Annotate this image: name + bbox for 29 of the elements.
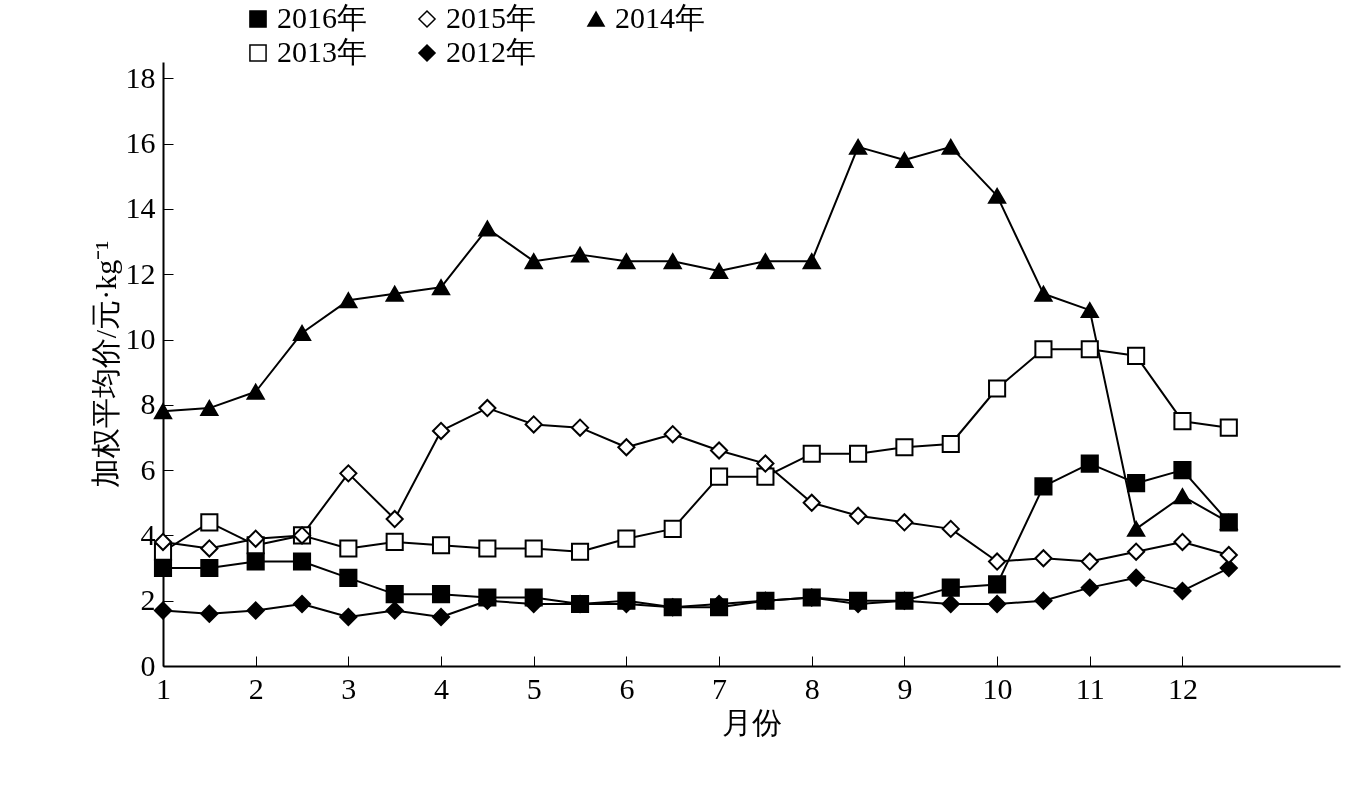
- x-tick-label: 2: [248, 671, 264, 705]
- x-tick-label: 3: [341, 671, 357, 705]
- x-tick-label: 8: [804, 671, 820, 705]
- x-tick-label: 10: [982, 671, 1013, 705]
- legend-label: 2016年: [277, 1, 367, 34]
- x-tick-label: 7: [712, 671, 728, 705]
- y-tick-label: 4: [140, 517, 156, 551]
- legend-label: 2015年: [446, 1, 536, 34]
- x-tick-label: 4: [434, 671, 450, 705]
- x-tick-label: 1: [156, 671, 171, 705]
- legend-label: 2012年: [446, 35, 536, 68]
- y-tick-label: 0: [140, 648, 156, 682]
- y-tick-label: 12: [125, 256, 156, 290]
- y-tick-label: 16: [125, 126, 156, 160]
- legend-label: 2013年: [277, 35, 367, 68]
- x-tick-label: 5: [526, 671, 542, 705]
- x-axis-title: 月份: [722, 705, 782, 739]
- legend-label: 2014年: [615, 1, 705, 34]
- y-tick-label: 6: [140, 452, 156, 486]
- y-axis-title: 加权平均价/元·kg⁻¹: [88, 240, 122, 489]
- y-tick-label: 2: [140, 583, 156, 617]
- x-tick-label: 6: [619, 671, 635, 705]
- y-tick-label: 18: [125, 60, 156, 94]
- y-tick-label: 10: [125, 322, 156, 356]
- y-tick-label: 8: [140, 387, 156, 421]
- x-tick-label: 9: [897, 671, 913, 705]
- y-tick-label: 14: [125, 191, 156, 225]
- x-tick-label: 12: [1167, 671, 1198, 705]
- x-tick-label: 11: [1075, 671, 1105, 705]
